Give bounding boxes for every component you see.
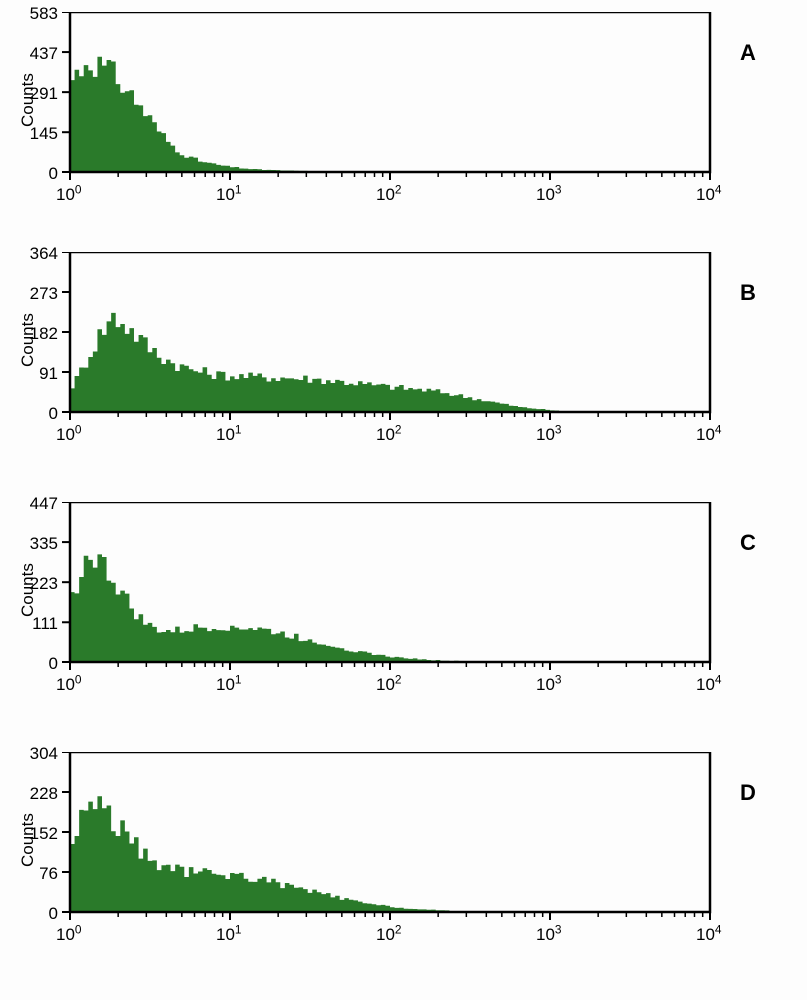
histogram-fill xyxy=(70,313,710,412)
y-tick-label: 0 xyxy=(49,654,58,674)
histogram-panel-D xyxy=(0,752,730,947)
y-tick-label: 447 xyxy=(30,494,58,514)
histogram-panel-C xyxy=(0,502,730,697)
histogram-fill xyxy=(70,796,710,912)
y-tick-label: 335 xyxy=(30,534,58,554)
y-axis-label: Counts xyxy=(18,73,38,127)
panel-letter-B: B xyxy=(740,280,756,306)
y-tick-label: 228 xyxy=(30,784,58,804)
histogram-panel-B xyxy=(0,252,730,447)
panel-letter-D: D xyxy=(740,780,756,806)
y-tick-label: 364 xyxy=(30,244,58,264)
y-axis-label: Counts xyxy=(18,313,38,367)
x-tick-label: 104 xyxy=(696,185,722,205)
y-tick-label: 583 xyxy=(30,4,58,24)
x-tick-label: 101 xyxy=(216,675,242,695)
y-tick-label: 437 xyxy=(30,44,58,64)
x-tick-label: 103 xyxy=(536,925,562,945)
x-tick-label: 103 xyxy=(536,675,562,695)
x-tick-label: 104 xyxy=(696,675,722,695)
x-tick-label: 100 xyxy=(56,925,82,945)
panel-letter-A: A xyxy=(740,40,756,66)
x-tick-label: 103 xyxy=(536,425,562,445)
x-tick-label: 100 xyxy=(56,675,82,695)
x-tick-label: 102 xyxy=(376,675,402,695)
y-tick-label: 304 xyxy=(30,744,58,764)
y-tick-label: 76 xyxy=(39,864,58,884)
panel-letter-C: C xyxy=(740,530,756,556)
x-tick-label: 102 xyxy=(376,925,402,945)
x-tick-label: 102 xyxy=(376,185,402,205)
y-tick-label: 111 xyxy=(32,614,58,634)
x-tick-label: 100 xyxy=(56,185,82,205)
histogram-fill xyxy=(70,554,710,662)
y-tick-label: 91 xyxy=(39,364,58,384)
histogram-panel-A xyxy=(0,12,730,207)
x-tick-label: 104 xyxy=(696,925,722,945)
x-tick-label: 101 xyxy=(216,185,242,205)
x-tick-label: 104 xyxy=(696,425,722,445)
y-tick-label: 0 xyxy=(49,164,58,184)
x-tick-label: 100 xyxy=(56,425,82,445)
y-axis-label: Counts xyxy=(18,563,38,617)
x-tick-label: 101 xyxy=(216,925,242,945)
y-tick-label: 145 xyxy=(30,124,58,144)
x-tick-label: 101 xyxy=(216,425,242,445)
x-tick-label: 102 xyxy=(376,425,402,445)
y-tick-label: 273 xyxy=(30,284,58,304)
y-axis-label: Counts xyxy=(18,813,38,867)
y-tick-label: 0 xyxy=(49,404,58,424)
histogram-fill xyxy=(70,57,710,172)
y-tick-label: 0 xyxy=(49,904,58,924)
x-tick-label: 103 xyxy=(536,185,562,205)
